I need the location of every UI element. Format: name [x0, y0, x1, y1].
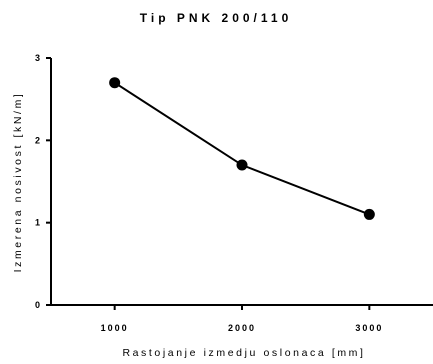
- series-line: [114, 81, 370, 216]
- x-axis-label: Rastojanje izmedju oslonaca [mm]: [122, 347, 365, 359]
- x-tick-label: 2000: [228, 323, 256, 333]
- x-axis: 1000 2000 3000: [51, 304, 433, 333]
- y-axis: 0 1 2 3: [35, 53, 52, 310]
- data-series: [109, 77, 375, 220]
- y-tick-label: 0: [35, 300, 40, 310]
- x-tick-label: 3000: [355, 323, 383, 333]
- x-tick-label: 1000: [101, 323, 129, 333]
- y-tick-label: 1: [35, 218, 40, 228]
- y-tick-label: 3: [35, 53, 40, 63]
- y-axis-label: Izmerena nosivost [kN/m]: [12, 92, 24, 273]
- chart-title: Tip PNK 200/110: [140, 11, 293, 25]
- data-point: [236, 159, 248, 171]
- data-point: [363, 208, 375, 220]
- data-point: [109, 77, 121, 89]
- y-tick-label: 2: [35, 135, 40, 145]
